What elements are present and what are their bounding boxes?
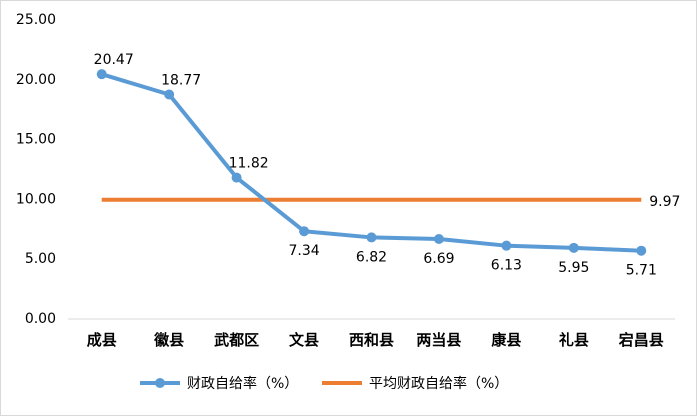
point: [433, 233, 444, 244]
data-label: 5.71: [626, 263, 657, 279]
x-tick-label: 文县: [289, 331, 319, 349]
data-label: 6.82: [356, 249, 387, 265]
y-tick-label: 10.00: [16, 191, 56, 207]
point: [231, 172, 242, 183]
y-tick-label: 15.00: [16, 132, 56, 148]
point: [96, 69, 107, 80]
data-label: 18.77: [161, 73, 201, 89]
data-label: 6.69: [423, 251, 454, 267]
x-tick-label: 武都区: [214, 331, 259, 349]
data-label: 7.34: [288, 243, 319, 259]
data-label: 11.82: [229, 156, 269, 172]
point: [299, 226, 310, 237]
x-tick-label: 两当县: [416, 331, 461, 349]
legend-label: 财政自给率（%）: [187, 375, 298, 392]
x-tick-label: 西和县: [349, 331, 394, 349]
point: [164, 89, 175, 100]
legend-marker: [155, 378, 165, 388]
x-tick-label: 成县: [87, 331, 117, 349]
x-tick-label: 康县: [491, 331, 521, 349]
y-tick-label: 20.00: [16, 72, 56, 88]
data-label: 20.47: [94, 52, 134, 68]
point: [366, 232, 377, 243]
point: [568, 242, 579, 253]
x-tick-label: 宕昌县: [619, 331, 664, 349]
y-tick-label: 25.00: [16, 12, 56, 28]
data-label: 5.95: [558, 260, 589, 276]
legend-label: 平均财政自给率（%）: [369, 375, 508, 392]
data-label: 9.97: [649, 194, 680, 210]
point: [636, 245, 647, 256]
y-tick-label: 5.00: [25, 251, 56, 267]
y-tick-label: 0.00: [25, 311, 56, 327]
data-label: 6.13: [491, 258, 522, 274]
x-tick-label: 徽县: [153, 331, 184, 349]
x-tick-label: 礼县: [559, 331, 589, 349]
point: [501, 240, 512, 251]
